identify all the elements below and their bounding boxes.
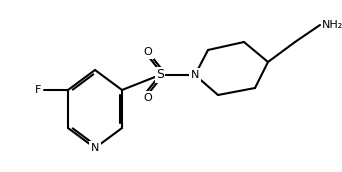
Text: O: O — [144, 93, 153, 103]
Text: S: S — [156, 68, 164, 82]
Text: F: F — [35, 85, 41, 95]
Text: N: N — [91, 143, 99, 153]
Text: NH₂: NH₂ — [322, 20, 342, 30]
Text: O: O — [144, 47, 153, 57]
Text: N: N — [191, 70, 199, 80]
